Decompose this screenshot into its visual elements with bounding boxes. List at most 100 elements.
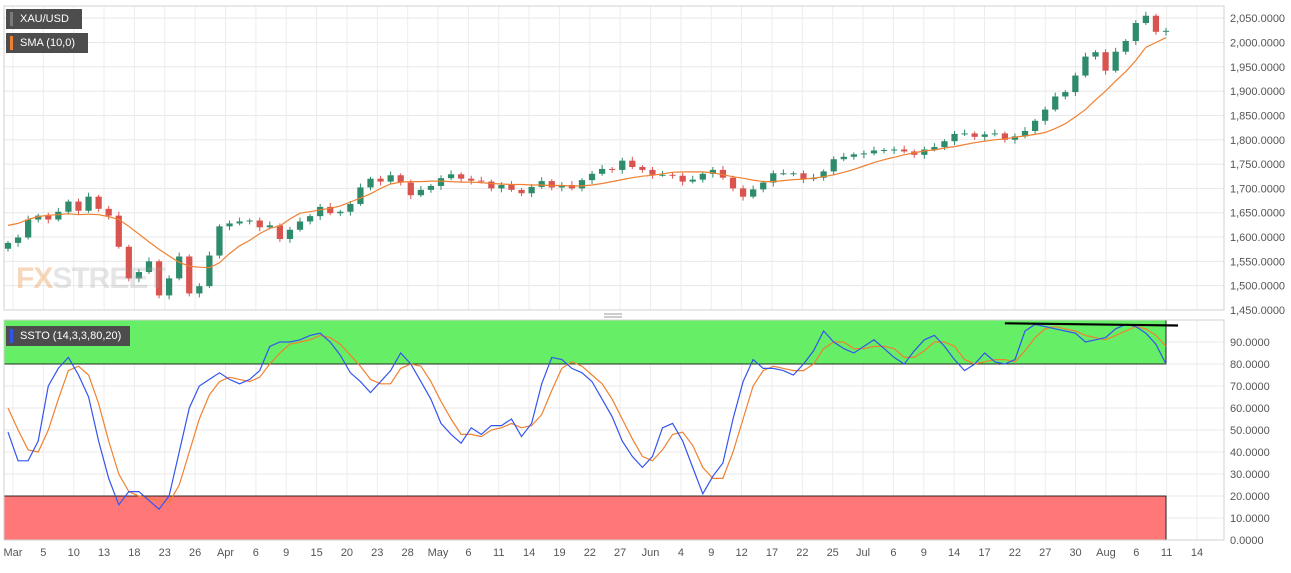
x-tick-label: 27 (614, 547, 626, 559)
candle-body (961, 133, 968, 135)
legend-instrument[interactable]: XAU/USD (6, 9, 82, 29)
candle-body (337, 211, 344, 214)
candle-body (125, 246, 132, 279)
x-tick-label: 11 (1161, 547, 1172, 559)
candle-body (417, 189, 424, 196)
x-tick-label: 26 (189, 547, 201, 559)
oversold-zone (3, 495, 1167, 541)
candle-body (276, 225, 283, 239)
candle-body (85, 196, 92, 211)
candle-body (327, 206, 334, 214)
x-tick-label: 14 (1191, 547, 1203, 559)
price-tick-label: 1,450.0000 (1230, 305, 1285, 317)
candle-body (548, 181, 555, 188)
candle-body (659, 174, 666, 176)
osc-tick-label: 60.0000 (1230, 403, 1270, 415)
candle-body (760, 182, 767, 190)
legend-instrument-swatch (10, 12, 13, 26)
candle-body (1011, 136, 1019, 140)
candle-body (508, 184, 515, 190)
candle-body (407, 182, 414, 196)
ssto-d-line (7, 325, 1167, 504)
osc-tick-label: 50.0000 (1230, 425, 1270, 437)
x-tick-label: 9 (921, 547, 927, 559)
candle-body (649, 169, 656, 175)
candle-body (115, 215, 122, 247)
price-tick-label: 1,550.0000 (1230, 256, 1285, 268)
price-tick-label: 1,500.0000 (1230, 281, 1285, 293)
legend-sma[interactable]: SMA (10,0) (6, 33, 88, 53)
candle-body (216, 226, 223, 256)
price-tick-label: 1,650.0000 (1230, 208, 1285, 220)
candle-body (458, 174, 465, 179)
x-tick-label: 22 (796, 547, 808, 559)
x-tick-label: 23 (371, 547, 383, 559)
candle-body (679, 175, 686, 182)
price-tick-label: 1,800.0000 (1230, 135, 1285, 147)
candle-body (105, 208, 112, 216)
price-tick-label: 1,700.0000 (1230, 183, 1285, 195)
candle-body (155, 261, 163, 296)
candle-body (870, 150, 878, 154)
price-tick-label: 1,950.0000 (1230, 62, 1285, 74)
candle-body (1042, 109, 1049, 121)
candle-body (528, 186, 535, 194)
candle-body (296, 221, 304, 230)
osc-tick-label: 10.0000 (1230, 513, 1270, 525)
x-tick-label: 6 (890, 547, 896, 559)
candle-body (55, 211, 62, 220)
candle-body (246, 220, 253, 222)
legend-ssto-label: SSTO (14,3,3,80,20) (20, 330, 122, 342)
candle-body (286, 229, 294, 239)
legend-ssto[interactable]: SSTO (14,3,3,80,20) (6, 326, 130, 346)
osc-tick-label: 20.0000 (1230, 491, 1270, 503)
x-tick-label: 4 (678, 547, 684, 559)
osc-tick-label: 30.0000 (1230, 469, 1270, 481)
candle-body (1142, 15, 1149, 24)
x-tick-label: 17 (978, 547, 990, 559)
candle-body (377, 178, 384, 182)
x-tick-label: 6 (465, 547, 471, 559)
candle-body (1132, 23, 1139, 42)
candle-body (901, 149, 908, 152)
candle-body (437, 178, 445, 186)
candle-body (1112, 51, 1119, 71)
legend-sma-swatch (10, 36, 13, 50)
candle-body (880, 149, 888, 151)
candle-body (176, 256, 183, 279)
x-tick-label: Mar (4, 547, 23, 559)
candle-body (568, 184, 576, 189)
x-tick-label: 22 (1009, 547, 1021, 559)
price-tick-label: 1,600.0000 (1230, 232, 1285, 244)
x-tick-label: 11 (493, 547, 504, 559)
candle-body (669, 174, 676, 176)
x-tick-label: 13 (98, 547, 110, 559)
candle-body (25, 219, 32, 238)
legend-ssto-swatch (10, 329, 13, 343)
candle-body (306, 216, 314, 222)
x-tick-label: 18 (128, 547, 140, 559)
candle-body (1052, 96, 1059, 110)
x-tick-label: May (428, 547, 449, 559)
candle-body (588, 173, 596, 181)
osc-tick-label: 40.0000 (1230, 447, 1270, 459)
candle-body (45, 215, 52, 220)
candle-body (629, 160, 636, 167)
candle-body (921, 149, 928, 155)
candle-body (1152, 15, 1160, 32)
candle-body (478, 180, 485, 182)
candle-body (609, 168, 616, 170)
candle-body (941, 141, 948, 148)
ssto-k-line (7, 323, 1167, 511)
candle-body (729, 177, 737, 189)
candle-body (598, 168, 606, 174)
candle-body (367, 178, 374, 188)
x-tick-label: 28 (402, 547, 414, 559)
ssto-trendline (1004, 322, 1179, 327)
candle-body (830, 159, 837, 172)
candle-body (578, 180, 586, 189)
candle-body (1092, 52, 1099, 57)
osc-tick-label: 80.0000 (1230, 359, 1270, 371)
